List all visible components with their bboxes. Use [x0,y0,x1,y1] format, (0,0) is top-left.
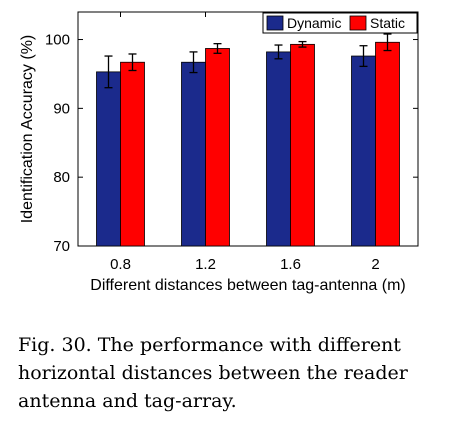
bar-dynamic [96,71,121,247]
bar-dynamic [266,51,291,247]
y-tick-label: 90 [53,100,70,117]
bar-static [375,41,400,247]
chart-labels: 70 80 90 100 0.8 1.2 1.6 2 Different distances b… [19,32,406,294]
legend-swatch-dynamic [266,15,284,31]
legend-swatch-static [349,15,367,31]
bar-static [205,48,230,247]
x-tick-label: 1.6 [280,256,301,273]
x-tick-label: 0.8 [110,256,131,273]
chart-bars [96,33,400,247]
figure-caption: Fig. 30. The performance with different … [18,334,408,412]
plot-frame [77,11,419,247]
y-tick-label: 80 [53,169,70,186]
bar-static [120,61,145,247]
bar-chart: 70 80 90 100 0.8 1.2 1.6 2 Different distances b… [19,11,419,294]
x-tick-label: 1.2 [195,256,216,273]
legend-label-dynamic: Dynamic [287,15,341,31]
legend-box [262,12,418,34]
chart-legend: Dynamic Static [262,12,418,34]
x-tick-label: 2 [371,256,379,273]
bar-static [290,43,315,247]
bar-dynamic [181,61,206,247]
y-tick-label: 100 [45,32,70,49]
bar-dynamic [351,55,376,247]
y-tick-label: 70 [53,238,70,255]
y-axis-label: Identification Accuracy (%) [19,35,36,224]
legend-label-static: Static [370,15,405,31]
x-axis-label: Different distances between tag-antenna … [90,277,405,294]
